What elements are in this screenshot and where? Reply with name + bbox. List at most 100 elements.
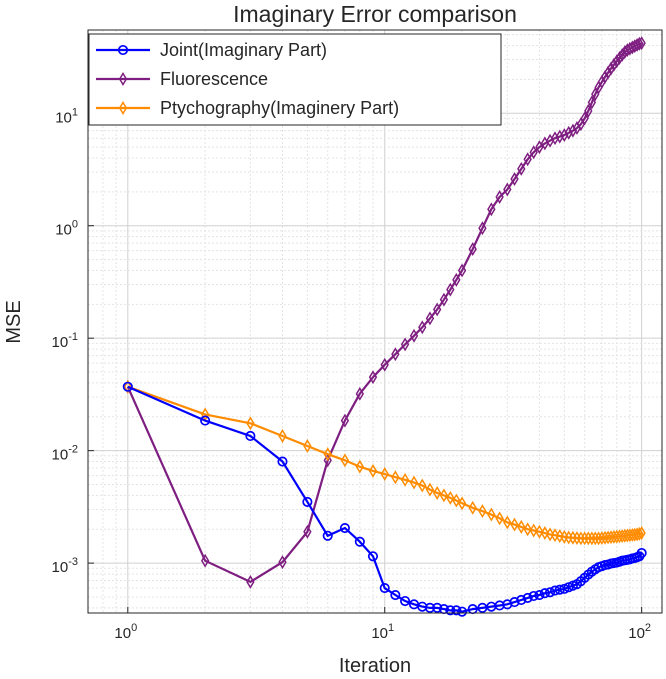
data-point: [278, 555, 287, 570]
legend-marker: [117, 44, 129, 56]
data-point: [517, 161, 526, 176]
x-tick-label-base: 10: [114, 625, 131, 642]
data-point: [451, 605, 462, 616]
data-point: [529, 145, 538, 160]
data-point: [587, 531, 597, 546]
data-point: [380, 357, 389, 372]
series-2: [123, 36, 646, 589]
legend-marker: [118, 72, 128, 86]
data-point: [400, 472, 410, 487]
y-tick-label: 101: [55, 106, 78, 126]
data-point: [432, 486, 442, 500]
data-point: [528, 590, 539, 602]
data-point: [568, 123, 578, 138]
data-point: [368, 463, 378, 478]
data-point: [535, 140, 544, 155]
data-point: [409, 475, 419, 490]
data-point: [635, 526, 644, 541]
data-point: [425, 482, 435, 497]
series-1: [122, 381, 647, 617]
data-point: [322, 530, 333, 541]
data-point: [503, 182, 512, 197]
data-point: [439, 292, 449, 307]
data-point: [200, 553, 210, 568]
data-point: [457, 263, 467, 278]
data-point: [487, 202, 496, 217]
data-point: [446, 490, 455, 505]
data-point: [439, 488, 449, 503]
data-point: [379, 583, 390, 594]
data-point: [457, 496, 467, 511]
y-tick-label-base: 10: [55, 222, 72, 239]
data-point: [637, 36, 646, 51]
data-point: [446, 282, 455, 297]
y-tick-label: 10-3: [52, 556, 78, 576]
x-axis-label: Iteration: [339, 655, 411, 677]
data-point: [400, 595, 411, 607]
data-point: [340, 453, 350, 468]
data-point: [339, 522, 350, 534]
data-point: [600, 70, 610, 84]
data-point: [584, 103, 593, 118]
data-point: [468, 242, 477, 257]
data-point: [487, 507, 496, 522]
data-point: [457, 606, 468, 617]
data-point: [632, 37, 642, 52]
x-tick-label-exp: 2: [645, 622, 651, 634]
data-point: [495, 511, 504, 526]
y-tick-label-base: 10: [52, 447, 69, 464]
y-tick-label: 100: [55, 219, 78, 239]
data-point: [340, 413, 350, 428]
data-point: [637, 526, 646, 541]
legend-label: Fluorescence: [160, 69, 268, 89]
data-point: [591, 531, 600, 546]
y-tick-label: 10-1: [52, 331, 78, 351]
legend-entries: Joint(Imaginary Part) Fluorescence Ptychog…: [96, 40, 399, 118]
data-point: [445, 605, 456, 616]
y-tick-label-exp: -3: [68, 556, 78, 568]
legend: Joint(Imaginary Part) Fluorescence Ptychog…: [88, 33, 502, 126]
data-point: [354, 536, 365, 547]
y-tick-label-exp: 1: [72, 106, 78, 118]
legend-marker: [118, 101, 128, 115]
data-point: [635, 36, 644, 51]
data-point: [564, 125, 573, 140]
data-point: [123, 379, 132, 394]
data-point: [510, 172, 519, 187]
data-point: [587, 95, 597, 110]
data-point: [390, 589, 401, 601]
data-point: [510, 517, 519, 532]
data-point: [303, 524, 312, 539]
y-tick-label-exp: -1: [68, 331, 78, 343]
data-point: [368, 370, 378, 385]
x-tick-label: 101: [371, 622, 394, 642]
data-point: [549, 585, 561, 596]
data-point: [523, 522, 532, 537]
data-point: [636, 547, 647, 559]
data-point: [432, 302, 442, 317]
data-point: [529, 523, 538, 538]
data-point: [424, 602, 436, 613]
data-point: [554, 584, 565, 595]
data-point: [380, 467, 389, 481]
data-point: [580, 111, 589, 126]
data-point: [303, 439, 312, 453]
data-point: [367, 551, 379, 562]
data-point: [418, 478, 427, 493]
data-point: [478, 221, 487, 236]
data-point: [200, 415, 211, 426]
data-point: [618, 47, 627, 62]
data-point: [425, 311, 435, 326]
data-point: [603, 530, 613, 545]
data-point: [516, 594, 527, 606]
data-point: [391, 470, 400, 485]
data-point: [523, 152, 532, 167]
x-tick-label: 100: [114, 622, 137, 642]
data-point: [323, 447, 332, 462]
y-axis-label: MSE: [3, 300, 25, 343]
data-point: [540, 526, 550, 541]
data-point: [468, 500, 477, 515]
data-point: [495, 190, 504, 204]
data-point: [245, 430, 256, 442]
data-point: [615, 51, 624, 65]
